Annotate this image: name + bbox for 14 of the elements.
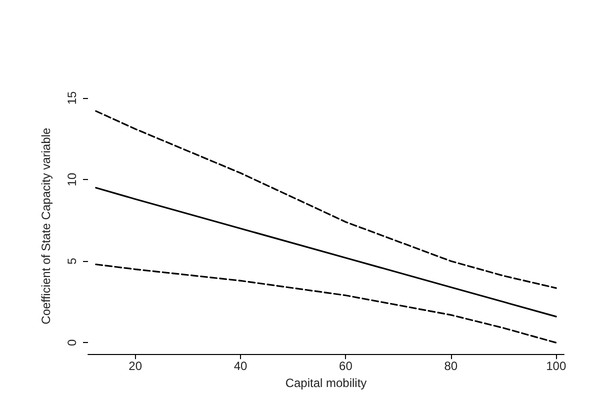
line-series	[95, 186, 557, 318]
x-tick-label: 60	[339, 359, 353, 374]
y-tick-label: 0	[65, 339, 79, 346]
x-axis-title: Capital mobility	[285, 376, 367, 390]
y-tick-label: 10	[65, 172, 79, 186]
x-tick-label: 20	[128, 359, 142, 374]
y-axis-title: Coefficient of State Capacity variable	[39, 127, 53, 324]
line-series	[95, 264, 557, 344]
x-tick-label: 40	[234, 359, 248, 374]
y-tick-label: 15	[65, 91, 79, 105]
y-tick-label: 5	[65, 257, 79, 264]
line-series	[95, 110, 557, 289]
x-tick-label: 100	[546, 359, 566, 374]
x-tick-label: 80	[444, 359, 458, 374]
